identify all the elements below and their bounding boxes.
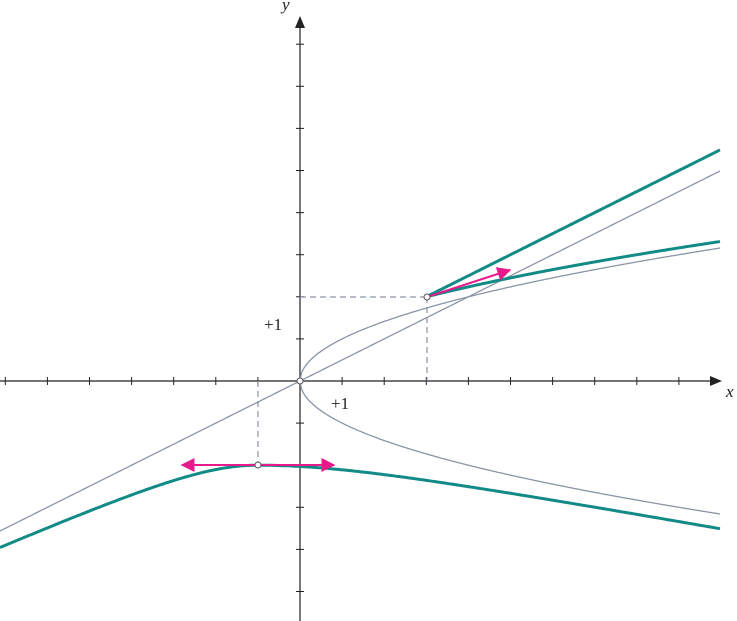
x-axis-label: x (725, 382, 734, 401)
point (254, 461, 262, 469)
ticks (4, 43, 680, 592)
parabola (299, 247, 721, 382)
y-arrow (295, 16, 305, 28)
tangent-arrow (426, 267, 512, 298)
origin (296, 377, 304, 385)
x-unit-label: +1 (331, 394, 349, 413)
curve (426, 240, 721, 299)
point (423, 293, 431, 301)
x-arrow (710, 376, 722, 386)
curves (0, 148, 721, 549)
y-axis-label: y (280, 0, 290, 14)
line (425, 148, 721, 299)
y-unit-label: +1 (264, 315, 282, 334)
curve (0, 463, 721, 549)
parabola (299, 380, 721, 515)
line (0, 170, 721, 532)
